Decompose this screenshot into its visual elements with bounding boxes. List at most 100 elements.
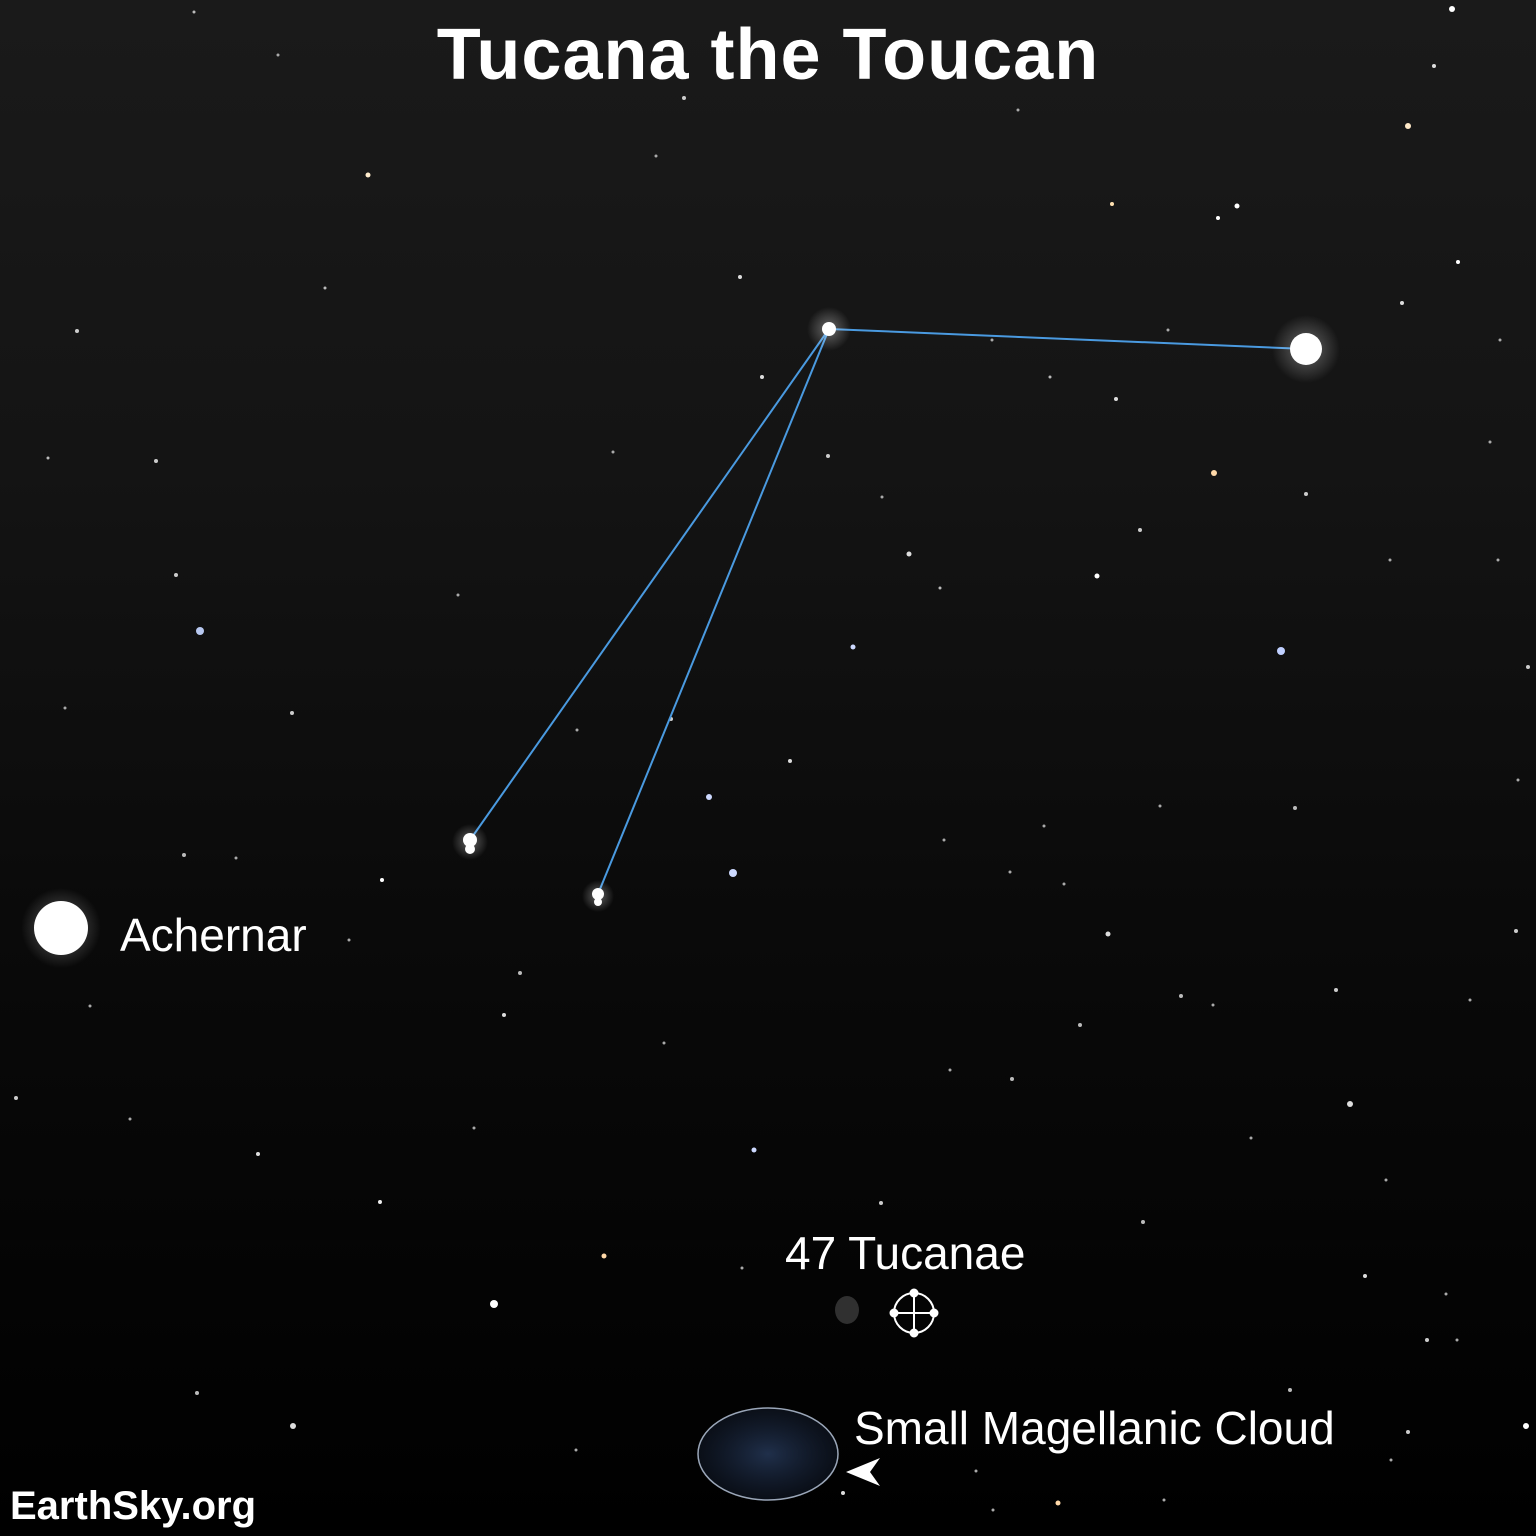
background-star: [1516, 778, 1520, 782]
globular-cluster-icon: [889, 1288, 939, 1338]
background-star: [88, 1004, 92, 1008]
background-star: [380, 878, 384, 882]
background-star: [1498, 338, 1502, 342]
tucanae-47-label: 47 Tucanae: [785, 1227, 1026, 1279]
constellation-line: [597, 328, 830, 895]
chart-title: Tucana the Toucan: [436, 15, 1100, 95]
background-star: [948, 1068, 952, 1072]
background-star: [1138, 528, 1142, 532]
background-star: [490, 1300, 498, 1308]
background-star: [1449, 6, 1455, 12]
background-star: [1078, 1023, 1082, 1027]
background-star: [1211, 1003, 1215, 1007]
background-star: [256, 1152, 260, 1156]
background-star: [1010, 1077, 1014, 1081]
background-star: [1114, 397, 1118, 401]
background-star: [1048, 375, 1052, 379]
background-star: [1347, 1101, 1353, 1107]
background-star: [1288, 1388, 1292, 1392]
background-star: [682, 96, 686, 100]
background-star: [1016, 108, 1020, 112]
background-star: [879, 1201, 883, 1205]
star-zeta-tucanae-companion: [594, 898, 602, 906]
background-star: [1388, 558, 1392, 562]
background-star: [850, 644, 856, 650]
background-star: [1234, 203, 1240, 209]
background-star: [1456, 260, 1460, 264]
background-star: [234, 856, 238, 860]
background-star: [290, 1423, 296, 1429]
background-star: [365, 172, 371, 178]
constellation-line: [469, 328, 830, 841]
background-star: [841, 1491, 845, 1495]
background-star: [1166, 328, 1170, 332]
background-star: [1304, 492, 1308, 496]
constellation-stars: [452, 307, 1340, 912]
background-star: [1496, 558, 1500, 562]
background-star: [128, 1117, 132, 1121]
background-star: [1062, 882, 1066, 886]
background-star: [1211, 470, 1217, 476]
background-star: [502, 1013, 506, 1017]
background-star: [1514, 929, 1518, 933]
background-star: [1094, 573, 1100, 579]
background-star: [1455, 1338, 1459, 1342]
background-star: [1406, 1430, 1410, 1434]
background-star: [654, 154, 658, 158]
background-star: [75, 329, 79, 333]
background-star: [1293, 806, 1297, 810]
small-magellanic-cloud-label: Small Magellanic Cloud: [854, 1402, 1335, 1454]
star-beta-tucanae: [1290, 333, 1322, 365]
background-star: [290, 711, 294, 715]
background-star: [738, 275, 742, 279]
background-star: [1141, 1220, 1145, 1224]
arrow-pointer-icon: [846, 1458, 880, 1486]
background-star: [942, 838, 946, 842]
background-star: [518, 971, 522, 975]
background-star: [63, 706, 67, 710]
background-star: [195, 1391, 199, 1395]
background-star: [906, 551, 912, 557]
background-stars: [14, 6, 1530, 1512]
background-star: [938, 586, 942, 590]
background-star: [1055, 1500, 1061, 1506]
background-star: [740, 1266, 744, 1270]
achernar-label: Achernar: [120, 909, 307, 961]
background-star: [760, 375, 764, 379]
background-star: [1468, 998, 1472, 1002]
background-star: [182, 853, 186, 857]
background-star: [826, 454, 830, 458]
background-star: [174, 573, 178, 577]
star-zeta-tucanae: [592, 888, 604, 900]
background-star: [46, 456, 50, 460]
background-star: [1277, 647, 1285, 655]
background-star: [154, 459, 158, 463]
background-star: [456, 593, 460, 597]
background-star: [323, 286, 327, 290]
background-star: [1158, 804, 1162, 808]
background-star: [192, 10, 196, 14]
background-star: [1110, 202, 1114, 206]
background-star: [1179, 994, 1183, 998]
background-star: [611, 450, 615, 454]
background-star: [880, 495, 884, 499]
constellation-lines: [469, 328, 1307, 895]
background-star: [751, 1147, 757, 1153]
star-gamma-tucanae: [463, 833, 477, 847]
background-star: [196, 627, 204, 635]
cluster-haze: [835, 1296, 859, 1324]
background-star: [1444, 1292, 1448, 1296]
background-star: [662, 1041, 666, 1045]
background-star: [1249, 1136, 1253, 1140]
achernar-dot: [34, 901, 88, 955]
background-star: [1384, 1178, 1388, 1182]
background-star: [378, 1200, 382, 1204]
background-star: [991, 1508, 995, 1512]
star-alpha-tucanae: [822, 322, 836, 336]
background-star: [1526, 665, 1530, 669]
background-star: [1042, 824, 1046, 828]
background-star: [575, 728, 579, 732]
constellation-line: [828, 328, 1307, 350]
background-star: [729, 869, 737, 877]
